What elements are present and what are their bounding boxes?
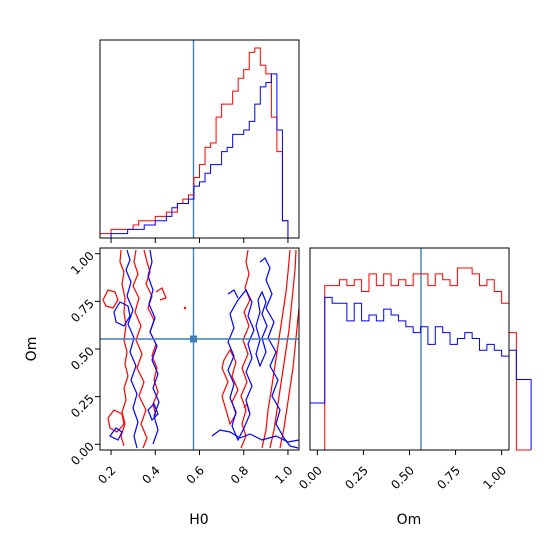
h0-x-axis-label: H0	[189, 512, 208, 528]
om-y-tick-label-4: 1.00	[68, 249, 97, 278]
h0-histogram-blue-series	[100, 73, 299, 239]
blue-contour-loop-low	[109, 427, 123, 441]
red-contour-edge-2	[269, 249, 297, 449]
blue-contour-mark	[147, 402, 159, 422]
om-y-tick-label-0: 0.00	[68, 439, 97, 468]
om-histogram-red-series	[310, 267, 532, 451]
om-histogram-blue-series	[309, 296, 532, 450]
blue-contour-loop-left	[113, 301, 131, 327]
om-y-axis-ticks: 0.00 0.25 0.50 0.75 1.00	[68, 249, 100, 468]
h0-histogram-panel	[99, 39, 300, 243]
red-contour-edge-1	[261, 249, 291, 449]
h0-histogram-x-ticks	[110, 238, 289, 243]
om-x-tick-label-3: 0.75	[434, 463, 463, 492]
h0-x-axis-ticks: 0.2 0.4 0.6 0.8 1.0	[95, 450, 295, 487]
red-contour-loop-left	[102, 289, 119, 309]
h0-om-contour-panel: 0.2 0.4 0.6 0.8 1.0 0.000.250.500.751.00 H0 …	[24, 247, 300, 528]
red-contour-left-inner	[132, 249, 148, 449]
red-contour-right-outer	[240, 249, 251, 449]
om-x-axis-ticks: 0.00 0.25 0.50 0.75 1.00	[296, 450, 509, 492]
red-contour-left	[119, 249, 129, 447]
om-x-axis-label: Om	[397, 512, 422, 528]
h0-histogram-red-series	[99, 47, 299, 239]
h0-x-tick-label-3: 0.8	[228, 463, 251, 486]
red-contour-mark	[155, 287, 167, 301]
blue-contour-base	[211, 429, 299, 443]
blue-contour-small	[227, 289, 239, 299]
om-x-tick-label-2: 0.50	[388, 463, 417, 492]
red-contour-loop-low	[107, 409, 125, 433]
blue-contour-right-inner	[255, 290, 268, 368]
h0-x-tick-label-0: 0.2	[95, 463, 118, 486]
blue-contour-right-mid	[227, 288, 255, 442]
om-histogram-panel: 0.00 0.25 0.50 0.75 1.00 Om	[296, 247, 532, 528]
om-x-tick-label-1: 0.25	[342, 463, 371, 492]
h0-x-tick-label-1: 0.4	[139, 463, 162, 486]
om-x-tick-label-0: 0.00	[296, 463, 325, 492]
red-contour-edge-3	[279, 307, 299, 449]
h0-histogram-frame	[99, 39, 300, 239]
om-y-tick-label-1: 0.25	[68, 392, 97, 421]
contours-red-series	[102, 249, 299, 449]
truth-point-marker	[190, 335, 197, 343]
contours-blue-series	[109, 249, 299, 449]
h0-x-tick-label-2: 0.6	[184, 463, 207, 486]
blue-contour-center	[147, 249, 160, 445]
om-x-tick-label-4: 1.00	[480, 463, 509, 492]
om-y-axis-label: Om	[24, 337, 40, 362]
om-y-tick-label-2: 0.50	[68, 344, 97, 373]
red-contour-dot	[183, 306, 187, 310]
h0-x-tick-label-4: 1.0	[272, 463, 295, 486]
blue-contour-left-outer	[125, 249, 139, 449]
blue-contour-right-outer	[259, 257, 299, 449]
om-y-tick-label-3: 0.75	[68, 296, 97, 325]
